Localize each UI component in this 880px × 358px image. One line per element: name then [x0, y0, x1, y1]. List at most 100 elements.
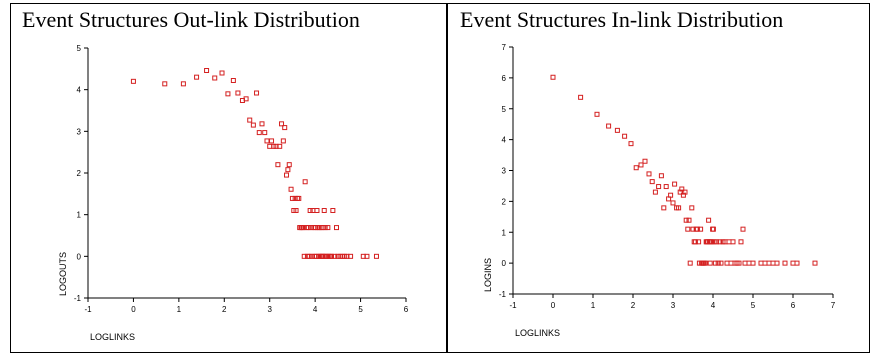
y-tick-label: 4 [77, 86, 82, 95]
data-point [689, 205, 695, 211]
y-tick-label: 5 [77, 44, 82, 53]
data-point [321, 208, 327, 213]
x-tick-label: 7 [831, 301, 836, 310]
data-point [762, 260, 768, 266]
data-point [766, 260, 772, 266]
x-tick-label: 2 [631, 301, 636, 310]
data-point [314, 208, 320, 213]
data-point [685, 226, 691, 232]
data-point [670, 200, 676, 206]
data-point [717, 239, 723, 245]
y-tick-label: -1 [74, 294, 82, 303]
x-tick-label: 2 [222, 305, 227, 314]
x-tick-label: 4 [711, 301, 716, 310]
data-point [282, 125, 288, 131]
data-point [219, 70, 225, 76]
data-point [726, 239, 732, 245]
y-axis-label: LOGOUTS [58, 252, 68, 296]
data-point [714, 239, 720, 245]
y-tick-label: 6 [502, 74, 507, 83]
data-point [243, 96, 249, 102]
data-point [284, 172, 290, 178]
data-point [333, 225, 339, 231]
data-point [348, 253, 354, 259]
data-point [750, 260, 756, 266]
data-point [668, 192, 674, 198]
data-point [652, 189, 658, 195]
y-tick-label: -1 [499, 290, 507, 299]
data-point [679, 186, 685, 192]
data-point [286, 162, 292, 168]
data-point [642, 158, 648, 164]
y-tick-label: 4 [502, 136, 507, 145]
data-point [794, 260, 800, 266]
data-point [332, 253, 338, 259]
data-point [302, 179, 308, 185]
y-tick-label: 2 [502, 197, 507, 206]
data-point [696, 239, 702, 245]
data-point [293, 208, 299, 213]
data-point [264, 138, 270, 144]
data-point [256, 130, 262, 136]
data-point [661, 205, 667, 211]
data-point [694, 226, 700, 232]
data-point [254, 90, 260, 96]
data-point [279, 121, 285, 127]
data-point [322, 225, 328, 231]
data-point [301, 253, 307, 259]
data-point [686, 217, 692, 223]
outlink-scatter-chart: -1 0 1 2 3 4 5 -1 0 1 2 3 4 5 6 LOGLINKS LOGOUTS [58, 44, 409, 342]
data-point [692, 239, 698, 245]
figure-frame [10, 3, 870, 353]
data-point [280, 138, 286, 144]
data-point [742, 260, 748, 266]
data-point [682, 189, 688, 195]
data-point [259, 121, 265, 127]
x-axis-label: LOGLINKS [515, 328, 560, 338]
chart-title-inlink: Event Structures In-link Distribution [460, 7, 784, 32]
data-point [676, 205, 682, 211]
y-axis-label: LOGINS [483, 258, 493, 292]
data-point [691, 239, 697, 245]
data-point [724, 260, 730, 266]
data-point [663, 184, 669, 190]
data-point [770, 260, 776, 266]
data-point [325, 225, 331, 231]
data-point [594, 111, 600, 117]
data-point [130, 78, 136, 84]
y-tick-label: 0 [77, 252, 82, 261]
data-point [364, 253, 370, 259]
data-point [622, 133, 628, 139]
data-point [736, 260, 742, 266]
data-point [277, 143, 283, 149]
chart-title-outlink: Event Structures Out-link Distribution [22, 7, 360, 32]
y-tick-label: 5 [502, 105, 507, 114]
data-point [774, 260, 780, 266]
data-point [330, 208, 336, 213]
y-tick-label: 2 [77, 169, 82, 178]
data-point [646, 171, 652, 177]
data-point [782, 260, 788, 266]
data-point [305, 225, 311, 231]
data-point [300, 225, 306, 231]
x-tick-label: -1 [509, 301, 517, 310]
data-point [306, 253, 312, 259]
data-point [672, 181, 678, 187]
data-point [649, 179, 655, 185]
data-point [285, 167, 291, 173]
data-point [633, 165, 639, 171]
x-tick-label: 1 [591, 301, 596, 310]
data-point [212, 75, 218, 81]
data-point [718, 260, 724, 266]
data-point [194, 74, 200, 80]
data-point [289, 195, 295, 201]
data-point [328, 253, 334, 259]
x-tick-label: 4 [313, 305, 318, 314]
data-point [656, 184, 662, 190]
data-point [790, 260, 796, 266]
y-tick-label: 7 [502, 43, 507, 52]
x-tick-label: 6 [791, 301, 796, 310]
data-point [296, 195, 302, 201]
data-point [267, 143, 273, 149]
